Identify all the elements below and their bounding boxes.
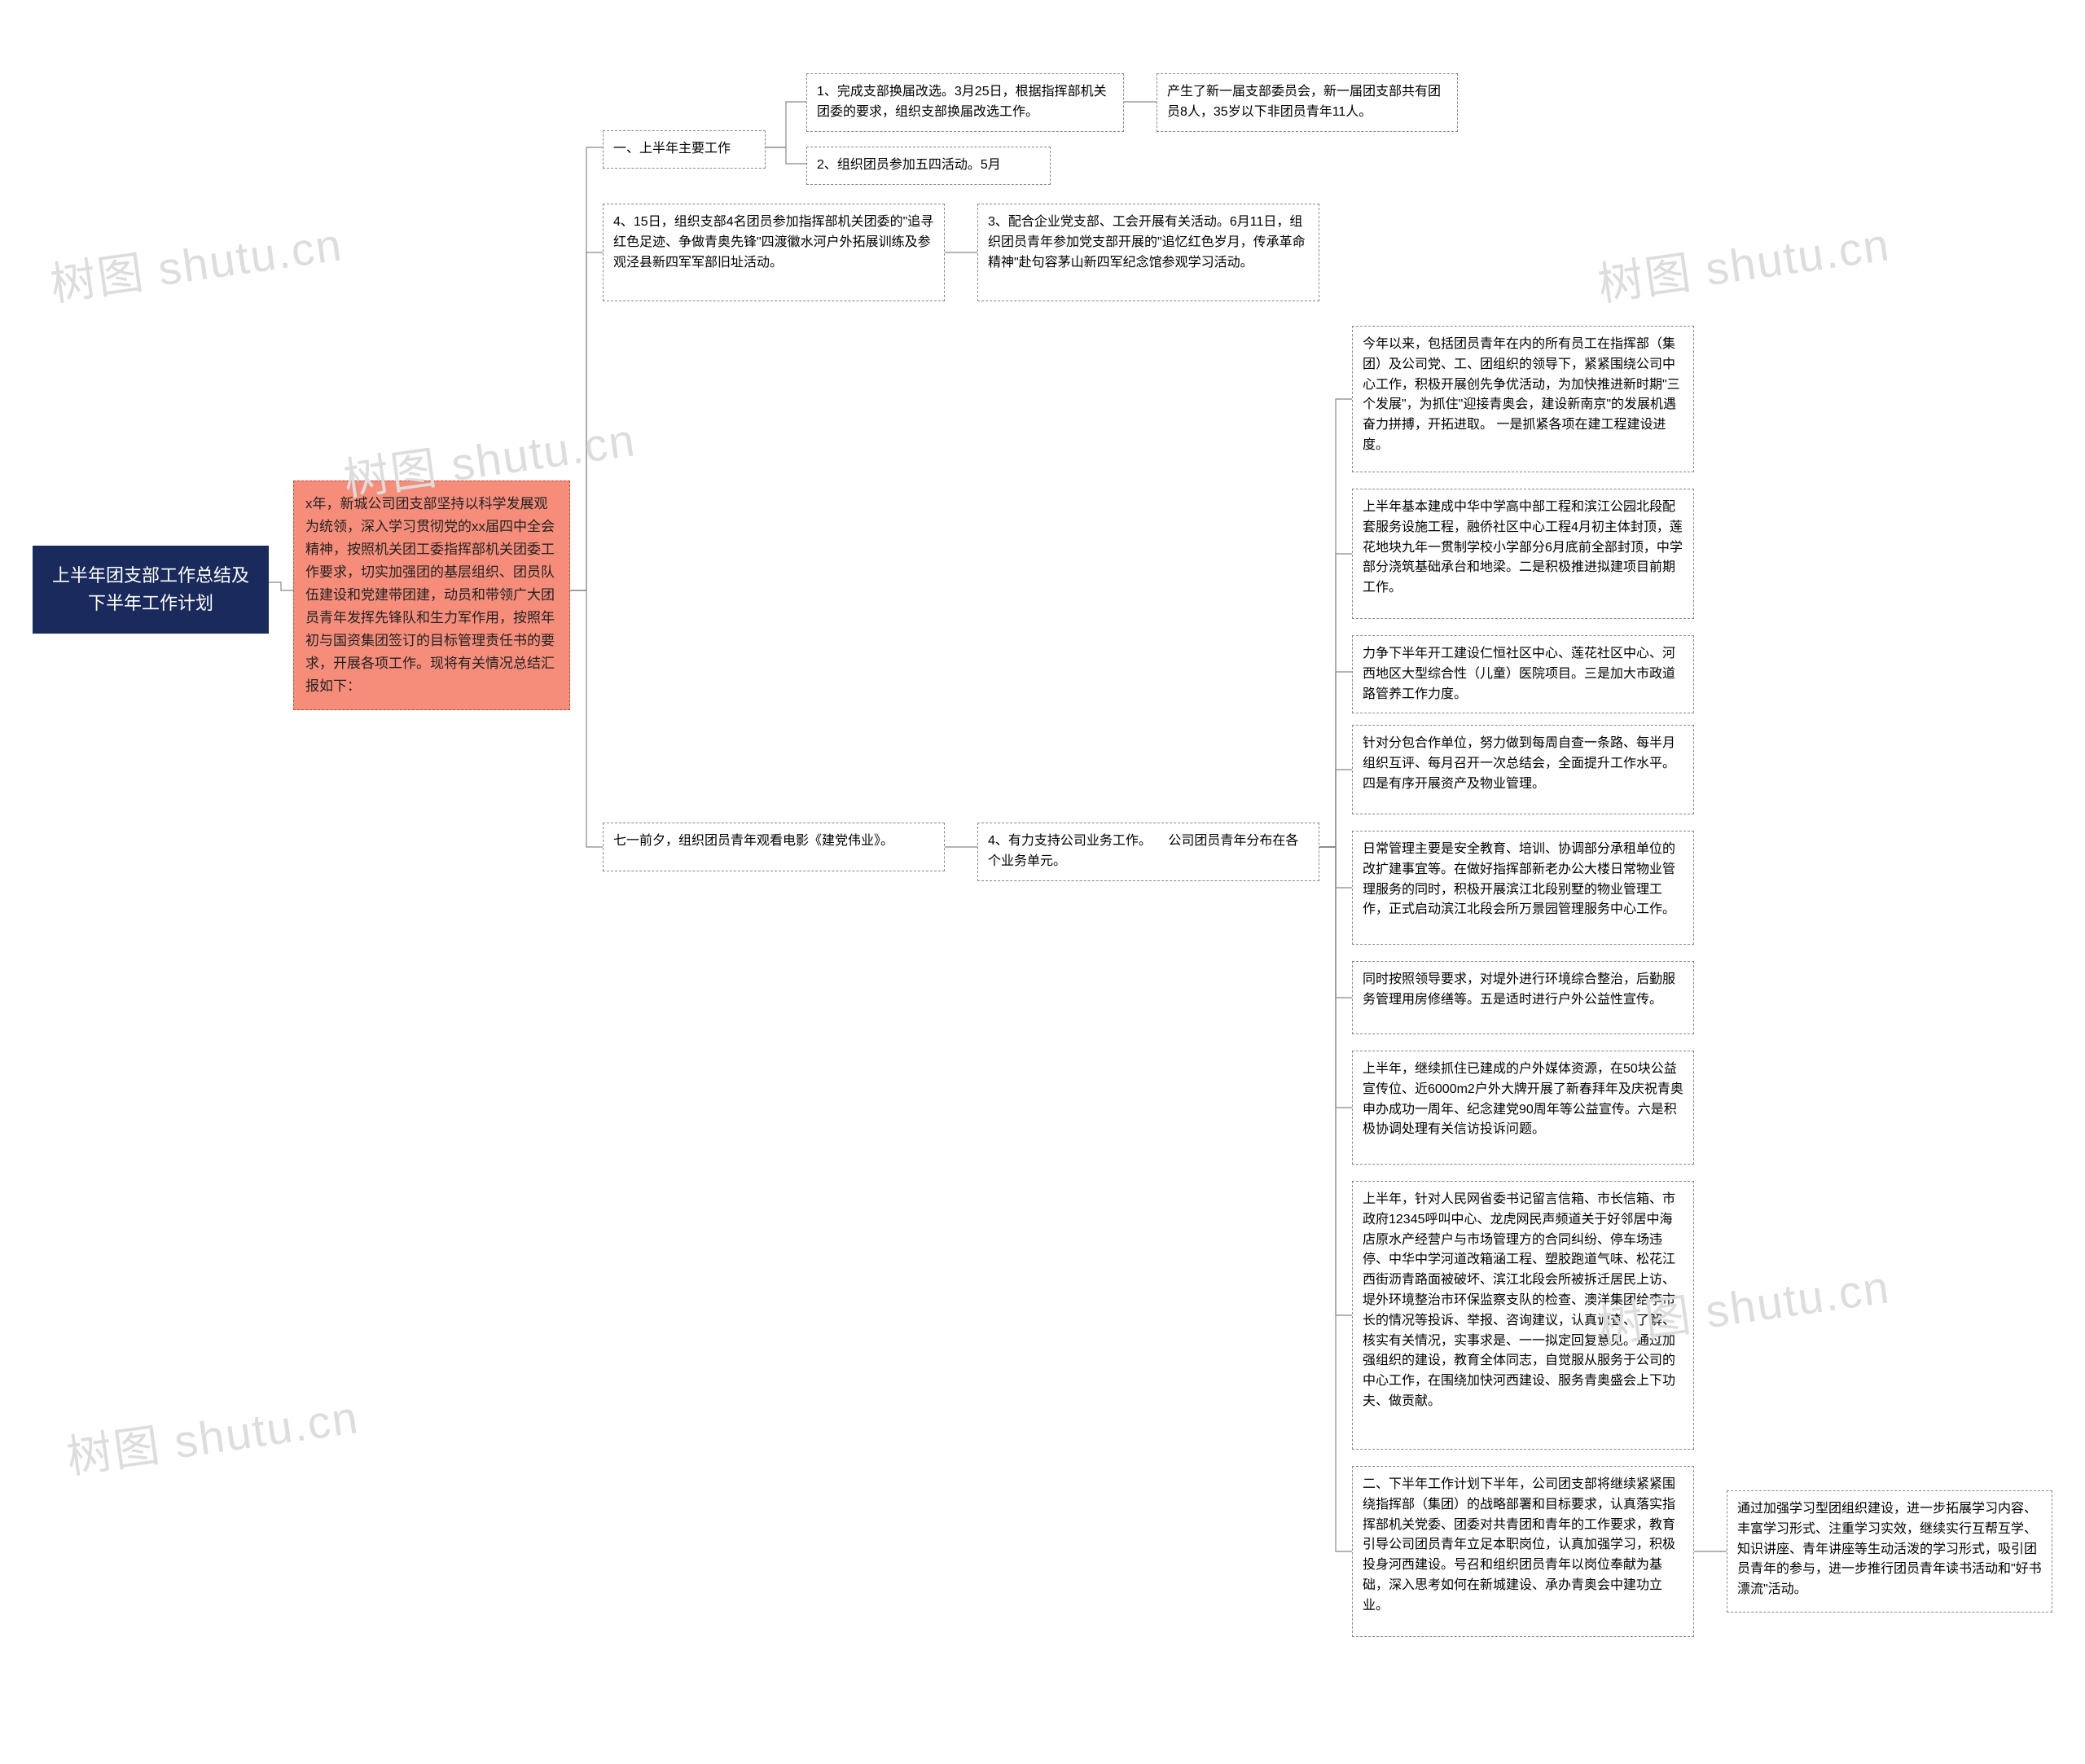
mindmap-node-r1: 今年以来，包括团员青年在内的所有员工在指挥部（集团）及公司党、工、团组织的领导下…	[1352, 326, 1694, 472]
connector	[766, 147, 806, 164]
connector	[1319, 847, 1352, 998]
watermark: 树图 shutu.cn	[62, 1380, 362, 1486]
mindmap-node-sec1: 一、上半年主要工作	[603, 130, 766, 169]
watermark: 树图 shutu.cn	[46, 208, 346, 314]
connector	[1319, 847, 1352, 1315]
mindmap-node-col_c1: 七一前夕，组织团员青年观看电影《建党伟业》。	[603, 823, 945, 871]
connector	[570, 147, 603, 590]
mindmap-node-sec1_1: 1、完成支部换届改选。3月25日，根据指挥部机关团委的要求，组织支部换届改选工作…	[806, 73, 1124, 132]
mindmap-node-r9: 二、下半年工作计划下半年，公司团支部将继续紧紧围绕指挥部（集团）的战略部署和目标…	[1352, 1466, 1694, 1637]
connector	[1319, 672, 1352, 847]
mindmap-node-sec1_1r: 产生了新一届支部委员会，新一届团支部共有团员8人，35岁以下非团员青年11人。	[1157, 73, 1458, 132]
mindmap-node-sec1_3: 4、15日，组织支部4名团员参加指挥部机关团委的"追寻红色足迹、争做青奥先锋"四…	[603, 204, 945, 301]
mindmap-node-r7: 上半年，继续抓住已建成的户外媒体资源，在50块公益宣传位、近6000m2户外大牌…	[1352, 1051, 1694, 1165]
connector	[1319, 770, 1352, 847]
mindmap-node-r5: 日常管理主要是安全教育、培训、协调部分承租单位的改扩建事宜等。在做好指挥部新老办…	[1352, 831, 1694, 945]
watermark: 树图 shutu.cn	[1593, 208, 1894, 314]
mindmap-node-summary: x年，新城公司团支部坚持以科学发展观为统领，深入学习贯彻党的xx届四中全会精神，…	[293, 480, 570, 710]
connector	[1319, 399, 1352, 847]
mindmap-node-r3: 力争下半年开工建设仁恒社区中心、莲花社区中心、河西地区大型综合性（儿童）医院项目…	[1352, 635, 1694, 713]
mindmap-node-r4: 针对分包合作单位，努力做到每周自查一条路、每半月组织互评、每月召开一次总结会，全…	[1352, 725, 1694, 814]
connector	[1319, 847, 1352, 888]
mindmap-node-r9r: 通过加强学习型团组织建设，进一步拓展学习内容、丰富学习形式、注重学习实效，继续实…	[1727, 1490, 2052, 1613]
connector	[570, 252, 603, 590]
mindmap-node-r2: 上半年基本建成中华中学高中部工程和滨江公园北段配套服务设施工程，融侨社区中心工程…	[1352, 489, 1694, 619]
mindmap-node-col_c2: 4、有力支持公司业务工作。 公司团员青年分布在各个业务单元。	[977, 823, 1319, 881]
mindmap-node-r8: 上半年，针对人民网省委书记留言信箱、市长信箱、市政府12345呼叫中心、龙虎网民…	[1352, 1181, 1694, 1450]
connector	[1319, 554, 1352, 847]
connector	[570, 590, 603, 847]
mindmap-node-sec1_4: 3、配合企业党支部、工会开展有关活动。6月11日，组织团员青年参加党支部开展的"…	[977, 204, 1319, 301]
connector	[1319, 847, 1352, 1551]
mindmap-node-r6: 同时按照领导要求，对堤外进行环境综合整治，后勤服务管理用房修缮等。五是适时进行户…	[1352, 961, 1694, 1034]
connector	[269, 582, 293, 590]
connector	[1319, 847, 1352, 1108]
mindmap-node-root: 上半年团支部工作总结及下半年工作计划	[33, 546, 269, 634]
connector	[766, 102, 806, 147]
mindmap-node-sec1_2: 2、组织团员参加五四活动。5月	[806, 147, 1051, 185]
